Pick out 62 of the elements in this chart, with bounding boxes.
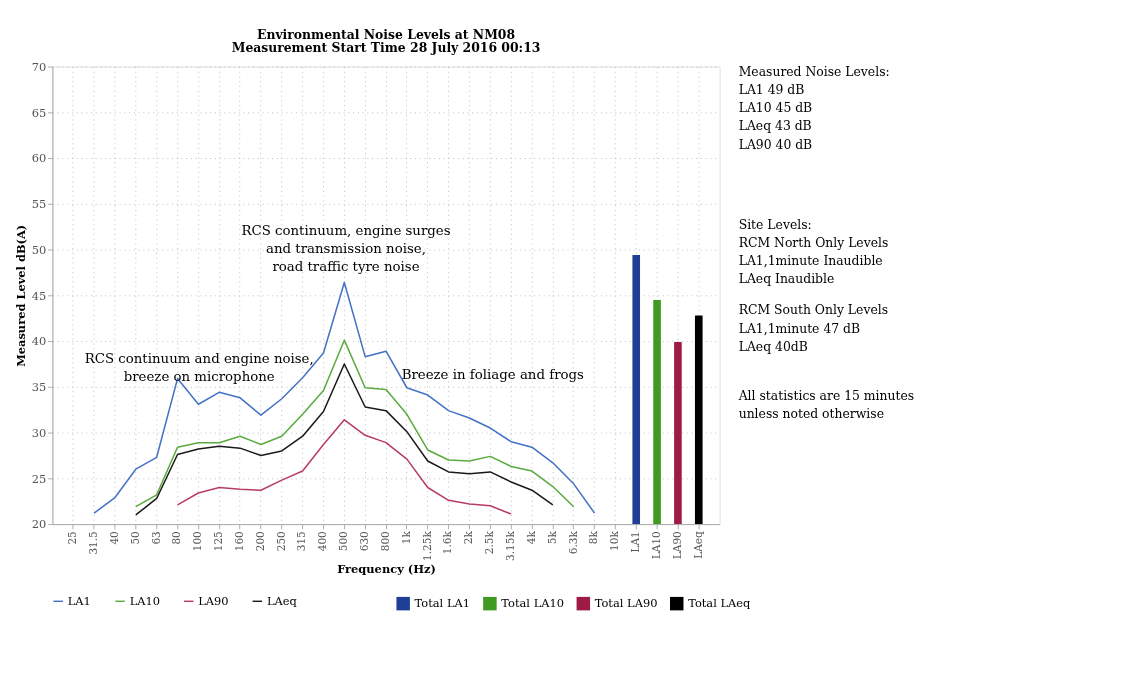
legend-label: Total LA10 xyxy=(501,596,565,611)
y-tick-label: 45 xyxy=(31,288,47,303)
legend-label: Total LAeq xyxy=(688,596,751,611)
x-tick-label: 200 xyxy=(253,531,266,552)
x-tick-label: 6.3k xyxy=(566,530,579,555)
chart-subtitle: Measurement Start Time 28 July 2016 00:13 xyxy=(231,40,541,56)
y-tick-label: 55 xyxy=(31,197,47,212)
x-tick-label: LA1 xyxy=(629,531,642,553)
legend-label: LA90 xyxy=(198,594,229,609)
x-tick-label: 3.15k xyxy=(503,530,516,561)
y-tick-label: 30 xyxy=(31,425,47,440)
y-tick-label: 40 xyxy=(31,334,47,349)
x-tick-label: 630 xyxy=(358,531,371,552)
x-tick-label: 160 xyxy=(232,531,245,552)
x-tick-label: 125 xyxy=(212,531,225,552)
y-tick-label: 60 xyxy=(31,151,47,166)
legend-label: LA1 xyxy=(67,594,91,609)
text: All statistics are 15 minutes unless noted otherwise xyxy=(737,388,915,422)
x-tick-label: 250 xyxy=(274,531,287,552)
x-tick-label: 500 xyxy=(337,531,350,552)
legend-label: Total LA90 xyxy=(594,596,658,611)
x-tick-label: LA10 xyxy=(649,531,662,560)
x-tick-label: 4k xyxy=(524,530,537,545)
y-tick-label: 20 xyxy=(31,517,47,532)
y-tick-label: 35 xyxy=(31,380,47,395)
x-tick-label: LA90 xyxy=(670,531,683,560)
x-tick-label: 1.25k xyxy=(420,530,433,561)
text: Measured Noise Levels: LA1 49 dB LA10 45 dB LAeq 43 dB LA90 40 dB xyxy=(738,64,890,152)
x-axis-title: Frequency (Hz) xyxy=(337,562,436,577)
chart-title: Environmental Noise Levels at NM08 xyxy=(256,26,516,42)
x-tick-label: 63 xyxy=(149,531,162,545)
y-tick-label: 70 xyxy=(31,59,47,74)
y-tick-label: 50 xyxy=(31,242,47,257)
x-tick-label: 800 xyxy=(378,531,391,552)
x-tick-label: 8k xyxy=(587,530,600,545)
y-tick-label: 65 xyxy=(31,105,47,120)
legend-label: Total LA1 xyxy=(414,596,471,611)
x-tick-label: 50 xyxy=(128,531,141,545)
legend-label: LA10 xyxy=(129,594,160,609)
x-tick-label: 80 xyxy=(170,531,183,545)
annotation: Breeze in foliage and frogs xyxy=(401,367,585,383)
x-tick-label: LAeq xyxy=(691,530,704,559)
annotation: RCS continuum and engine noise, breeze on microphone xyxy=(84,351,314,385)
x-tick-label: 400 xyxy=(316,531,329,552)
x-tick-label: 2k xyxy=(462,530,475,545)
y-axis-title: Measured Level dB(A) xyxy=(14,224,28,367)
x-tick-label: 31.5 xyxy=(86,531,99,555)
legend-label: LAeq xyxy=(266,594,297,609)
y-tick-label: 25 xyxy=(31,471,47,486)
x-tick-label: 100 xyxy=(191,531,204,552)
x-tick-label: 315 xyxy=(295,531,308,552)
annotation: RCS continuum, engine surges and transmission noise, road traffic tyre noise xyxy=(241,223,451,275)
x-tick-label: 5k xyxy=(545,530,558,545)
x-tick-label: 1.6k xyxy=(441,530,454,555)
x-tick-label: 2.5k xyxy=(483,530,496,555)
x-tick-label: 40 xyxy=(107,531,120,545)
line-series xyxy=(176,419,512,515)
x-tick-label: 1k xyxy=(399,530,412,545)
x-tick-label: 25 xyxy=(66,531,79,545)
text: RCM South Only Levels LA1,1minute 47 dB LAeq 40dB xyxy=(738,302,889,354)
x-tick-label: 10k xyxy=(608,530,621,551)
text: Site Levels: RCM North Only Levels LA1,1minute Inaudible LAeq Inaudible xyxy=(738,216,889,286)
